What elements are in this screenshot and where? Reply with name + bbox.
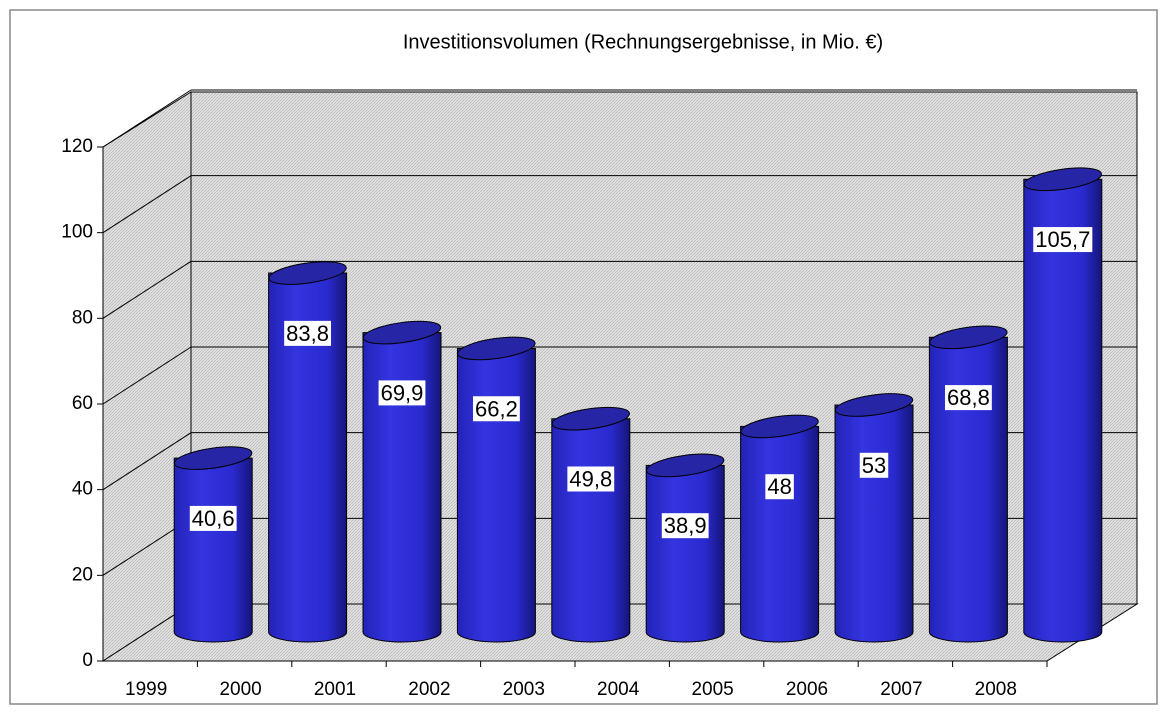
y-tick-label: 20 bbox=[72, 564, 93, 585]
bar bbox=[456, 347, 536, 643]
value-label: 83,8 bbox=[286, 321, 329, 346]
y-tick-label: 40 bbox=[72, 479, 93, 500]
x-tick-label: 2003 bbox=[503, 679, 545, 700]
bar bbox=[834, 404, 914, 643]
value-label: 69,9 bbox=[381, 380, 424, 405]
value-label-box bbox=[661, 513, 709, 539]
chart-title: Investitionsvolumen (Rechnungsergebnisse… bbox=[403, 31, 883, 53]
x-tick-label: 2008 bbox=[975, 679, 1017, 700]
y-tick-label: 60 bbox=[72, 393, 93, 414]
value-label: 53 bbox=[862, 453, 886, 478]
bar bbox=[551, 418, 631, 643]
y-tick-label: 120 bbox=[61, 136, 93, 157]
value-label-box bbox=[189, 505, 237, 531]
x-tick-label: 2006 bbox=[786, 679, 828, 700]
x-tick-label: 2004 bbox=[597, 679, 640, 700]
value-label: 66,2 bbox=[475, 396, 518, 421]
bar bbox=[928, 336, 1008, 643]
bar bbox=[173, 457, 253, 643]
value-label: 38,9 bbox=[664, 513, 707, 538]
value-label: 105,7 bbox=[1035, 227, 1090, 252]
bar bbox=[268, 272, 348, 643]
bar-top bbox=[834, 393, 914, 417]
bar-top bbox=[646, 453, 725, 478]
bar-top bbox=[362, 320, 442, 345]
grid-line bbox=[102, 89, 192, 148]
value-label-box bbox=[567, 466, 615, 492]
x-tick-label: 2000 bbox=[219, 679, 261, 700]
y-tick-label: 0 bbox=[82, 650, 93, 671]
bar bbox=[645, 464, 725, 643]
bar-top bbox=[457, 336, 536, 361]
x-tick-label: 2005 bbox=[691, 679, 733, 700]
bar-top bbox=[551, 406, 630, 431]
bar-top bbox=[268, 261, 347, 285]
x-tick-label: 2007 bbox=[880, 679, 922, 700]
value-label-box bbox=[765, 474, 794, 500]
value-label: 48 bbox=[767, 474, 791, 499]
y-tick-label: 100 bbox=[61, 222, 93, 243]
x-tick-label: 1999 bbox=[125, 679, 167, 700]
bar bbox=[1023, 178, 1103, 643]
x-tick-label: 2002 bbox=[408, 679, 450, 700]
grid-line bbox=[102, 432, 192, 491]
bar bbox=[740, 425, 820, 643]
value-label: 40,6 bbox=[192, 506, 235, 531]
bar bbox=[362, 332, 442, 643]
value-label-box bbox=[1033, 227, 1093, 253]
bar-top bbox=[1023, 167, 1102, 192]
value-label: 49,8 bbox=[569, 467, 612, 492]
value-label-box bbox=[859, 452, 889, 478]
x-tick-label: 2001 bbox=[314, 679, 356, 700]
grid-line bbox=[102, 260, 192, 319]
y-tick-label: 80 bbox=[72, 307, 93, 328]
value-label-box bbox=[944, 385, 992, 411]
value-label: 68,8 bbox=[947, 385, 990, 410]
bar-top bbox=[929, 325, 1008, 350]
grid-line bbox=[102, 175, 192, 234]
value-label-box bbox=[284, 320, 332, 346]
grid-line bbox=[102, 346, 192, 405]
value-label-box bbox=[378, 380, 426, 406]
value-label-box bbox=[472, 396, 520, 422]
bar-top bbox=[740, 414, 819, 439]
bar-top bbox=[174, 446, 253, 470]
